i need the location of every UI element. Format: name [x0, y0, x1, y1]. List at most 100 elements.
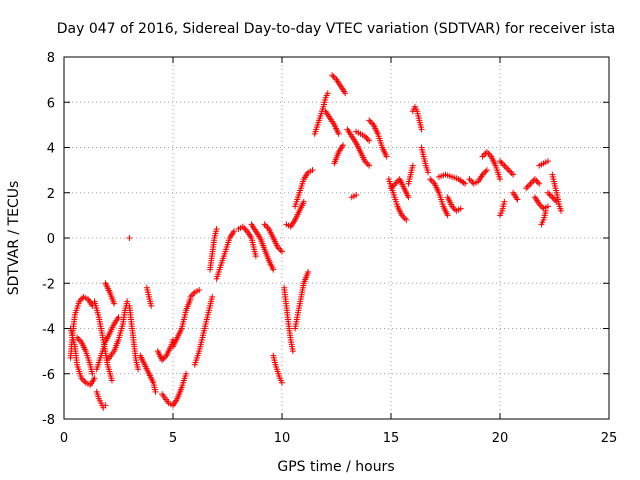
series-arc-16	[191, 293, 216, 368]
series-arc-32	[353, 128, 373, 144]
data-point	[418, 126, 425, 133]
series-arc-11	[143, 284, 155, 309]
series-arc-24	[292, 268, 312, 332]
data-point	[115, 314, 122, 321]
series-arc-02	[67, 325, 98, 389]
data-point	[81, 378, 88, 385]
series-arc-12	[154, 336, 176, 364]
data-point	[335, 130, 342, 137]
grid-layer	[64, 57, 609, 419]
series-arc-36	[388, 176, 412, 201]
data-point	[558, 207, 565, 214]
data-point	[363, 134, 370, 141]
data-point	[550, 195, 557, 202]
data-point	[501, 198, 508, 205]
series-arc-10	[137, 352, 159, 395]
data-point	[329, 72, 336, 79]
series-arc-14	[170, 296, 194, 350]
data-point	[89, 370, 96, 377]
data-point	[425, 169, 432, 176]
series-arc-22	[270, 352, 285, 386]
data-point	[542, 207, 549, 214]
data-point	[111, 300, 118, 307]
series-arc-54	[126, 235, 133, 241]
data-point	[383, 153, 390, 160]
y-tick-label: -8	[42, 413, 55, 428]
data-point	[428, 177, 435, 184]
series-arc-05	[93, 388, 109, 411]
series-arc-13	[159, 370, 190, 409]
series-arc-49	[531, 194, 551, 212]
series-arc-01	[67, 293, 96, 361]
series-arc-25	[283, 198, 307, 230]
series-arc-18	[213, 228, 238, 282]
series-arc-52	[549, 171, 565, 214]
data-point	[263, 222, 270, 229]
data-point	[188, 292, 195, 299]
data-point	[533, 177, 540, 184]
series-arc-41	[435, 171, 469, 187]
data-point	[479, 153, 486, 160]
data-point	[366, 162, 373, 169]
data-point	[279, 248, 285, 255]
data-point	[190, 290, 197, 297]
series-arc-29	[329, 72, 349, 97]
series-arc-37	[405, 162, 416, 187]
data-point	[152, 388, 159, 395]
data-point	[536, 180, 543, 187]
data-point	[457, 205, 464, 212]
series-arc-09	[126, 302, 142, 373]
data-point	[252, 253, 259, 260]
x-tick-label: 20	[492, 431, 509, 446]
data-point	[277, 247, 284, 254]
series-arc-04	[91, 298, 115, 384]
data-point	[124, 298, 131, 305]
x-tick-label: 5	[169, 431, 177, 446]
chart-title: Day 047 of 2016, Sidereal Day-to-day VTE…	[57, 21, 615, 37]
data-point	[483, 149, 490, 156]
data-point	[241, 225, 248, 232]
series-arc-20	[248, 221, 277, 273]
series-arc-17	[207, 225, 220, 273]
data-point	[482, 168, 489, 175]
data-point	[393, 179, 400, 186]
data-point	[405, 194, 412, 201]
data-point	[364, 161, 371, 168]
data-point	[499, 161, 506, 168]
data-layer	[67, 72, 565, 411]
data-point	[508, 170, 515, 177]
series-arc-19	[235, 223, 259, 260]
y-axis-label: SDTVAR / TECUs	[6, 181, 22, 296]
series-arc-47	[510, 189, 521, 203]
data-point	[523, 185, 530, 192]
x-tick-label: 10	[274, 431, 291, 446]
data-point	[401, 215, 408, 222]
data-point	[427, 176, 434, 183]
series-arc-46	[497, 198, 508, 219]
data-point	[544, 158, 551, 165]
data-point	[75, 336, 82, 343]
data-point	[135, 366, 142, 373]
data-point	[497, 176, 503, 183]
data-point	[409, 162, 416, 169]
data-point	[353, 192, 360, 199]
data-point	[213, 225, 220, 232]
y-tick-label: -6	[42, 368, 55, 383]
data-point	[527, 180, 534, 187]
series-arc-48	[523, 176, 543, 192]
y-tick-label: 2	[47, 187, 55, 202]
data-point	[330, 73, 337, 80]
y-tick-label: -4	[42, 323, 55, 338]
data-point	[524, 183, 531, 190]
series-arc-03	[74, 334, 96, 377]
data-point	[91, 375, 98, 382]
data-point	[183, 370, 190, 377]
x-tick-label: 25	[601, 431, 618, 446]
series-arc-23	[281, 284, 296, 355]
data-point	[534, 179, 541, 186]
data-point	[510, 171, 517, 178]
series-arc-06	[93, 314, 122, 373]
data-point	[466, 176, 473, 183]
data-point	[502, 164, 509, 171]
series-arc-34	[348, 192, 360, 201]
